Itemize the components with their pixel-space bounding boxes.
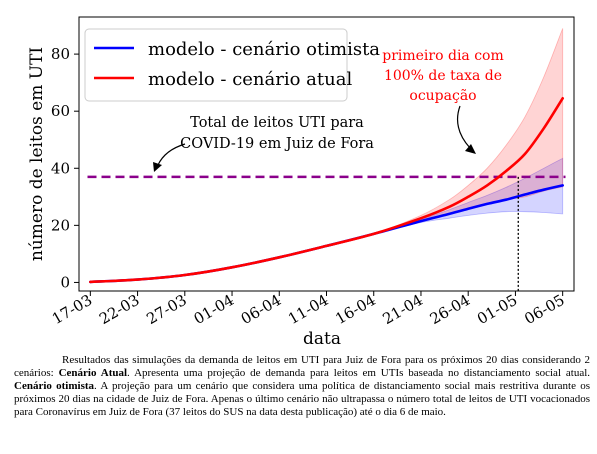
x-tick-label-26-04: 26-04 [427,291,473,328]
legend: modelo - cenário otimista modelo - cenár… [84,28,380,102]
capacity-annotation-arrow [157,143,186,166]
x-tick-label-16-04: 16-04 [332,291,378,328]
caption-bold-atual: Cenário Atual [58,367,128,379]
y-tick-label-80: 80 [51,45,70,63]
x-tick-label-22-03: 22-03 [96,291,142,328]
first-day-annotation-line-1: primeiro dia com [382,48,504,64]
capacity-annotation-line-1: Total de leitos UTI para [190,115,364,131]
caption-part-2: . Apresenta uma projeção de demanda para… [127,367,591,379]
chart: 0 20 40 60 80 17-03 22-03 27-03 01-04 06-04 11-04… [27,16,575,349]
caption-part-1: Resultados das simulações da demanda de … [14,354,590,379]
y-tick-label-60: 60 [51,102,70,120]
capacity-annotation: Total de leitos UTI para COVID-19 em Jui… [153,115,374,172]
first-day-annotation: primeiro dia com 100% de taxa de ocupaçã… [382,48,504,154]
figure-caption: Resultados das simulações da demanda de … [14,354,590,419]
x-tick-label-17-03: 17-03 [49,291,95,328]
caption-bold-otimista: Cenário otimista [14,380,95,392]
x-tick-label-27-03: 27-03 [143,291,189,328]
series-line-atual [89,97,564,284]
x-axis-label: data [303,329,341,349]
first-day-arrow-head [465,144,476,154]
y-tick-label-0: 0 [60,273,70,291]
x-tick-label-01-04: 01-04 [191,291,237,328]
x-tick-label-21-04: 21-04 [380,291,426,328]
capacity-arrow-head [153,162,162,172]
legend-box [84,28,348,102]
x-tick-label-01-05: 01-05 [474,291,520,328]
x-tick-label-06-05: 06-05 [521,291,567,328]
caption-part-3: . A projeção para um cenário que conside… [14,380,591,418]
legend-label-atual: modelo - cenário atual [148,69,352,90]
y-axis-ticks: 0 20 40 60 80 [51,45,79,291]
first-day-annotation-line-3: ocupação [409,88,476,104]
first-day-annotation-arrow [457,105,471,149]
y-tick-label-20: 20 [51,216,70,234]
capacity-annotation-line-2: COVID-19 em Juiz de Fora [180,136,374,152]
series-lines [89,97,564,284]
y-tick-label-40: 40 [51,159,70,177]
x-tick-label-06-04: 06-04 [238,291,284,328]
first-day-annotation-line-2: 100% de taxa de [384,68,502,84]
legend-label-otimista: modelo - cenário otimista [148,39,380,60]
x-tick-label-11-04: 11-04 [285,291,331,328]
y-axis-label: número de leitos em UTI [27,47,47,261]
x-axis-ticks: 17-03 22-03 27-03 01-04 06-04 11-04 16-04 21-04… [49,291,568,328]
